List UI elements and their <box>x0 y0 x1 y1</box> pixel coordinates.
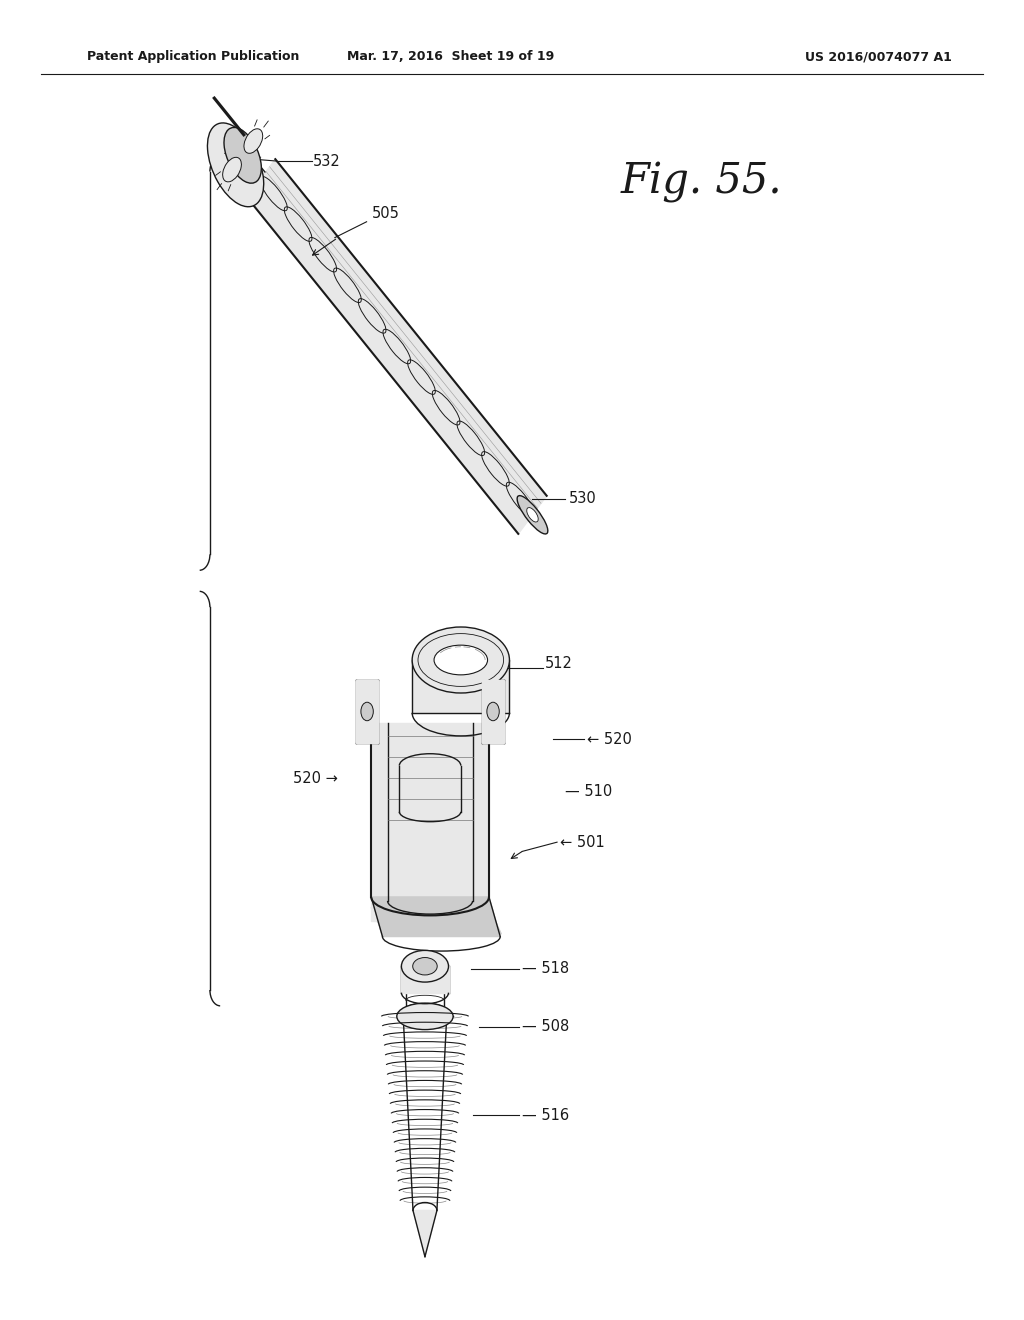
Ellipse shape <box>413 957 437 975</box>
Text: 505: 505 <box>372 206 399 222</box>
Text: — 508: — 508 <box>522 1019 569 1035</box>
Ellipse shape <box>486 702 500 721</box>
Text: Fig. 55.: Fig. 55. <box>621 161 782 203</box>
Text: 520 →: 520 → <box>293 771 338 787</box>
Polygon shape <box>371 722 489 921</box>
Ellipse shape <box>396 1003 453 1030</box>
Text: — 510: — 510 <box>565 784 612 800</box>
Text: 530: 530 <box>568 491 596 507</box>
Text: 512: 512 <box>545 656 572 672</box>
Ellipse shape <box>526 508 539 521</box>
Polygon shape <box>371 908 502 935</box>
Ellipse shape <box>517 495 548 535</box>
Ellipse shape <box>434 645 487 675</box>
Polygon shape <box>401 966 449 993</box>
Ellipse shape <box>208 123 264 207</box>
Ellipse shape <box>222 157 242 182</box>
Text: — 516: — 516 <box>522 1107 569 1123</box>
Polygon shape <box>412 660 510 713</box>
Text: ← 520: ← 520 <box>587 731 632 747</box>
Polygon shape <box>413 1210 437 1257</box>
Text: ← 501: ← 501 <box>560 834 605 850</box>
Text: 532: 532 <box>312 153 340 169</box>
Text: US 2016/0074077 A1: US 2016/0074077 A1 <box>806 50 952 63</box>
Text: — 518: — 518 <box>522 961 569 977</box>
Ellipse shape <box>224 128 261 183</box>
Polygon shape <box>371 898 500 937</box>
Ellipse shape <box>401 950 449 982</box>
Polygon shape <box>481 681 504 742</box>
Ellipse shape <box>360 702 374 721</box>
Text: Patent Application Publication: Patent Application Publication <box>87 50 299 63</box>
Polygon shape <box>356 681 379 742</box>
Ellipse shape <box>244 129 263 153</box>
Ellipse shape <box>412 627 510 693</box>
Polygon shape <box>247 160 547 533</box>
Text: Mar. 17, 2016  Sheet 19 of 19: Mar. 17, 2016 Sheet 19 of 19 <box>347 50 554 63</box>
